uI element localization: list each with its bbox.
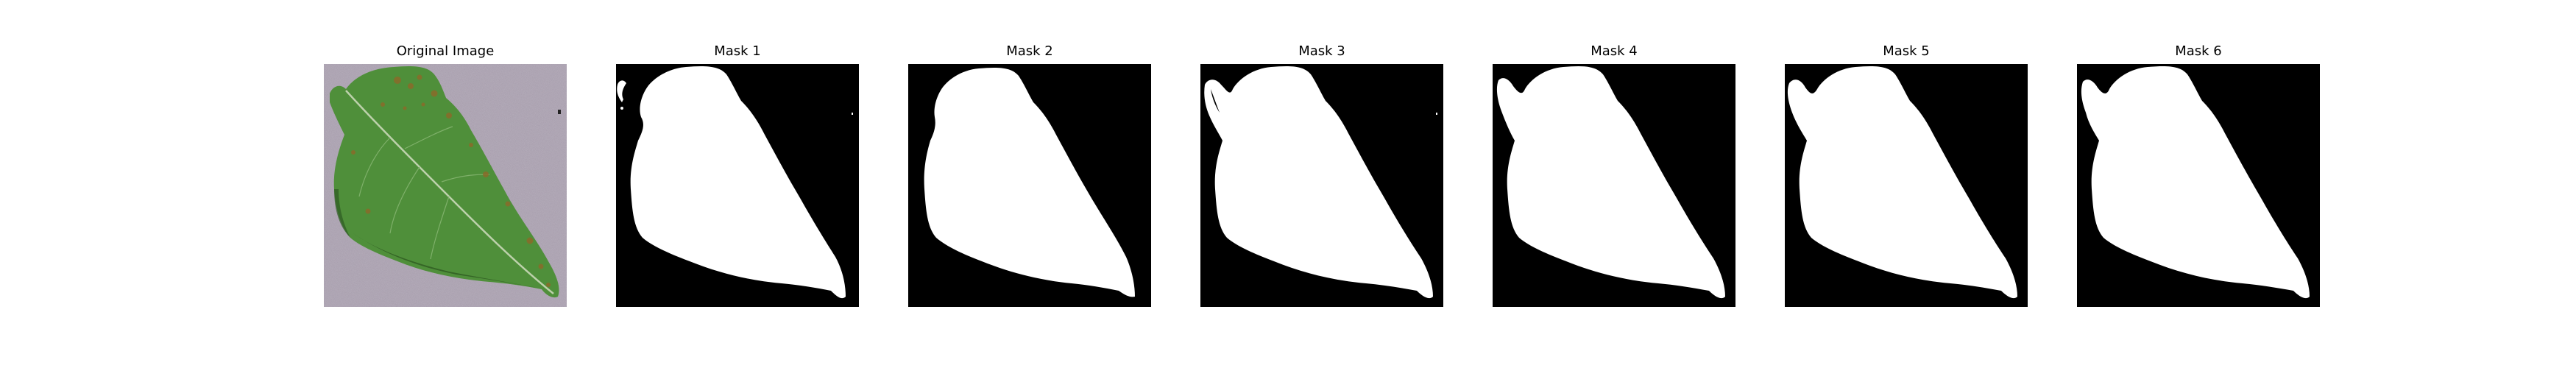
panel-title: Original Image [396,43,495,59]
panel-title: Mask 1 [714,43,761,59]
panel-mask-6: Mask 6 [2077,40,2320,320]
segmentation-mask [1785,64,2028,307]
panel-title: Mask 4 [1590,43,1638,59]
panel-mask-3: Mask 3 [1200,40,1443,320]
segmentation-mask [908,64,1151,307]
panel-title: Mask 3 [1298,43,1345,59]
leaf-shape [330,66,559,298]
panel-title: Mask 5 [1883,43,1930,59]
original-leaf-photo [324,64,567,307]
panel-mask-5: Mask 5 [1785,40,2028,320]
segmentation-mask [616,64,859,307]
segmentation-mask [1493,64,1735,307]
leaf-vein [345,90,554,294]
panel-original-image: Original Image [324,40,567,320]
panel-mask-1: Mask 1 [616,40,859,320]
panel-title: Mask 2 [1006,43,1053,59]
segmentation-mask [1200,64,1443,307]
panel-title: Mask 6 [2175,43,2222,59]
leaf-lesions [351,74,551,287]
panel-mask-2: Mask 2 [908,40,1151,320]
segmentation-mask [2077,64,2320,307]
panel-mask-4: Mask 4 [1493,40,1735,320]
